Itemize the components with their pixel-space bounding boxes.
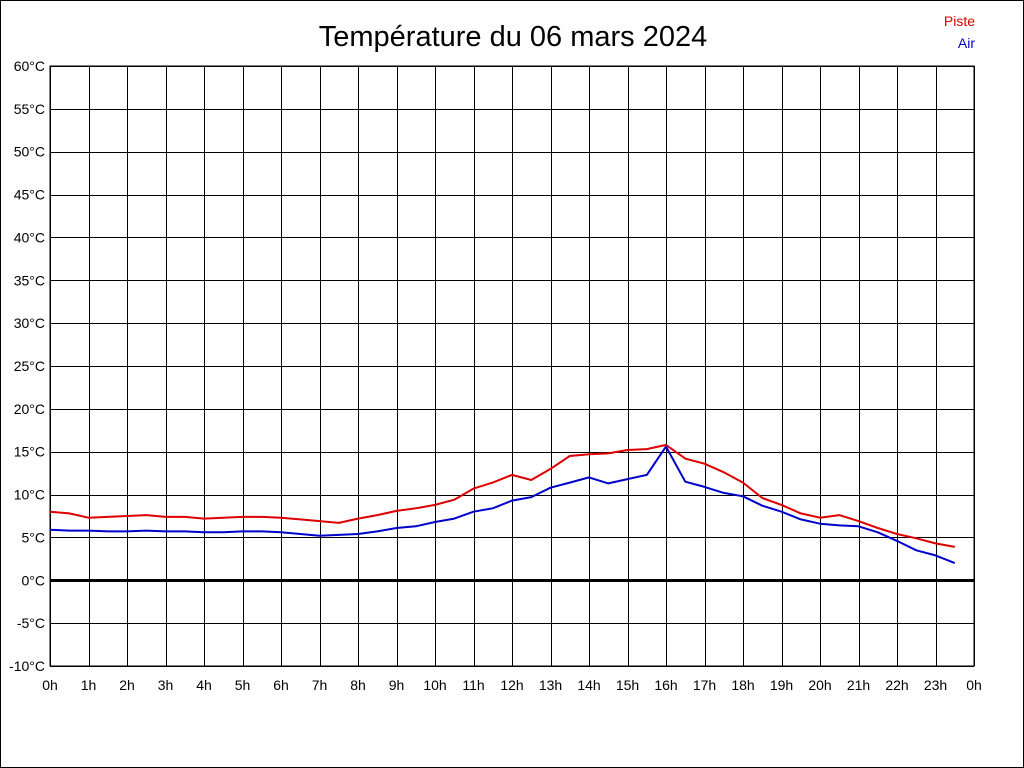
x-tick-label: 14h [577, 677, 600, 693]
x-tick-label: 13h [539, 677, 562, 693]
x-tick-label: 15h [616, 677, 639, 693]
legend: Piste Air [944, 13, 975, 51]
x-tick-label: 12h [500, 677, 523, 693]
y-tick-label: 25°C [14, 358, 45, 374]
y-tick-label: 60°C [14, 58, 45, 74]
y-tick-label: -10°C [9, 658, 45, 674]
y-tick-label: 10°C [14, 487, 45, 503]
x-tick-label: 9h [389, 677, 405, 693]
y-tick-label: 5°C [22, 529, 46, 545]
x-tick-label: 2h [119, 677, 135, 693]
legend-entry-air: Air [958, 35, 975, 51]
x-tick-label: 3h [158, 677, 174, 693]
x-tick-label: 1h [81, 677, 97, 693]
x-tick-label: 7h [312, 677, 328, 693]
y-tick-label: 50°C [14, 144, 45, 160]
y-tick-label: 0°C [22, 572, 46, 588]
x-tick-label: 22h [885, 677, 908, 693]
x-tick-label: 4h [196, 677, 212, 693]
y-axis-ticks: 60°C 55°C 50°C 45°C 40°C 35°C 30°C 25°C 20°C 15°C… [9, 58, 45, 674]
x-tick-label: 23h [924, 677, 947, 693]
y-tick-label: 35°C [14, 272, 45, 288]
x-tick-label: 10h [423, 677, 446, 693]
y-tick-label: -5°C [17, 615, 45, 631]
x-tick-label: 18h [731, 677, 754, 693]
y-tick-label: 15°C [14, 444, 45, 460]
series-lines [49, 443, 956, 565]
x-tick-label: 6h [273, 677, 289, 693]
y-tick-label: 30°C [14, 315, 45, 331]
x-tick-label: 0h [42, 677, 58, 693]
x-tick-label: 8h [350, 677, 366, 693]
x-axis-ticks: 0h 1h 2h 3h 4h 5h 6h 7h 8h 9h 10h 11h 12h 13h 14h 15h 16… [42, 677, 982, 693]
y-tick-label: 55°C [14, 101, 45, 117]
grid [49, 65, 975, 667]
series-line-air [49, 445, 956, 565]
x-tick-label: 17h [693, 677, 716, 693]
x-tick-label: 11h [462, 677, 484, 693]
y-tick-label: 40°C [14, 229, 45, 245]
x-tick-label: 16h [654, 677, 677, 693]
x-tick-label: 5h [235, 677, 251, 693]
chart-title: Température du 06 mars 2024 [319, 21, 708, 53]
x-tick-label: 0h [966, 677, 982, 693]
x-tick-label: 21h [847, 677, 870, 693]
y-tick-label: 20°C [14, 401, 45, 417]
x-tick-label: 20h [808, 677, 831, 693]
x-tick-label: 19h [770, 677, 793, 693]
y-tick-label: 45°C [14, 187, 45, 203]
series-line-piste [49, 443, 955, 548]
legend-entry-piste: Piste [944, 13, 975, 29]
